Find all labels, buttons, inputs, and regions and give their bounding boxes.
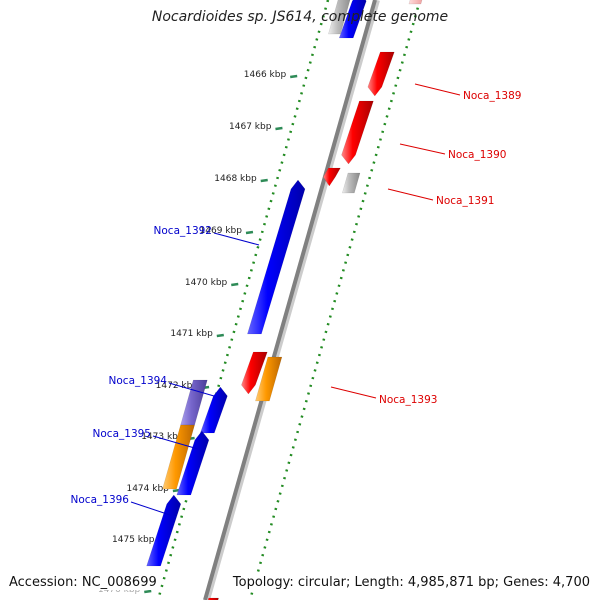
gene-label-noca-1396[interactable]: Noca_1396 bbox=[71, 494, 130, 506]
kbp-tick bbox=[245, 230, 254, 235]
gene-label-noca-1393[interactable]: Noca_1393 bbox=[379, 394, 437, 406]
gene-feature-forward[interactable] bbox=[176, 430, 210, 496]
track-line-left bbox=[156, 0, 330, 601]
gene-feature-noca-1392[interactable] bbox=[247, 179, 306, 335]
kbp-tick-label: 1474 kbp bbox=[126, 484, 169, 494]
kbp-tick-label: 1466 kbp bbox=[244, 70, 287, 80]
kbp-tick-label: 1470 kbp bbox=[185, 278, 228, 288]
kbp-tick-label: 1468 kbp bbox=[214, 174, 257, 184]
gene-features[interactable] bbox=[146, 0, 425, 604]
gene-feature-faint[interactable] bbox=[408, 0, 424, 5]
label-leader-line bbox=[399, 143, 446, 155]
gene-feature-gray[interactable] bbox=[328, 0, 352, 35]
gene-label-noca-1390[interactable]: Noca_1390 bbox=[448, 149, 506, 161]
label-leader-lines bbox=[130, 83, 461, 518]
kbp-tick bbox=[290, 74, 298, 79]
gene-feature-noca-1395[interactable] bbox=[162, 424, 195, 490]
label-leader-line bbox=[168, 382, 215, 397]
kbp-tick-label: 1472 kbp bbox=[156, 381, 199, 391]
genome-info-text: Topology: circular; Length: 4,985,871 bp… bbox=[231, 575, 591, 590]
label-leader-line bbox=[387, 188, 434, 201]
gene-feature-noca-1391[interactable] bbox=[323, 167, 341, 187]
kbp-tick bbox=[260, 178, 268, 183]
gene-feature-red[interactable] bbox=[241, 351, 268, 395]
gene-feature-noca-1389[interactable] bbox=[367, 51, 395, 97]
genome-title: Nocardioides sp. JS614, complete genome bbox=[151, 9, 449, 25]
kbp-tick-label: 1471 kbp bbox=[170, 329, 213, 339]
kbp-tick bbox=[231, 282, 239, 287]
gene-label-noca-1394[interactable]: Noca_1394 bbox=[109, 375, 168, 387]
backbone-line bbox=[203, 0, 377, 601]
gene-feature-gray[interactable] bbox=[341, 172, 361, 194]
label-leader-line bbox=[213, 232, 260, 246]
gene-label-noca-1389[interactable]: Noca_1389 bbox=[463, 90, 521, 102]
gene-feature-noca-1396[interactable] bbox=[146, 494, 182, 567]
gene-feature-noca-1393[interactable] bbox=[255, 356, 283, 402]
gene-feature-forward[interactable] bbox=[199, 386, 228, 434]
gene-label-noca-1392[interactable]: Noca_1392 bbox=[154, 225, 212, 237]
label-leader-line bbox=[414, 83, 461, 96]
gene-feature-forward[interactable] bbox=[338, 0, 367, 39]
kbp-tick-label: 1467 kbp bbox=[229, 122, 272, 132]
label-leader-line bbox=[130, 501, 177, 518]
track-line-right bbox=[248, 0, 422, 601]
gene-labels[interactable]: Noca_1389 Noca_1390 Noca_1391 Noca_1392 Noca… bbox=[71, 90, 522, 506]
kbp-tick-label: 1469 kbp bbox=[200, 226, 243, 236]
kbp-tick bbox=[275, 126, 283, 131]
gene-label-noca-1395[interactable]: Noca_1395 bbox=[93, 428, 151, 440]
kbp-ticks: 1466 kbp 1467 kbp 1468 kbp 1469 kbp 1470 kbp… bbox=[98, 70, 298, 595]
accession-text: Accession: NC_008699 bbox=[8, 575, 158, 590]
kbp-tick-label: 1473 kbp bbox=[141, 432, 184, 442]
kbp-tick bbox=[144, 589, 152, 594]
gene-feature-noca-1390[interactable] bbox=[341, 100, 374, 165]
label-leader-line bbox=[152, 435, 199, 450]
kbp-tick bbox=[216, 333, 224, 338]
kbp-tick-label: 1475 kbp bbox=[112, 535, 155, 545]
gene-label-noca-1391[interactable]: Noca_1391 bbox=[436, 195, 494, 207]
track-lines bbox=[156, 0, 422, 601]
kbp-tick-label: 1476 kbp bbox=[98, 585, 141, 595]
label-leader-line bbox=[330, 386, 377, 399]
